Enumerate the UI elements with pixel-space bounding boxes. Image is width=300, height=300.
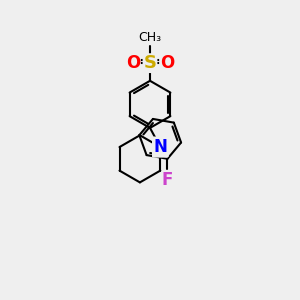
Text: S: S xyxy=(143,54,157,72)
Text: N: N xyxy=(153,138,167,156)
Text: N: N xyxy=(153,138,167,156)
Text: F: F xyxy=(162,171,173,189)
Text: CH₃: CH₃ xyxy=(138,31,162,44)
Text: O: O xyxy=(160,54,174,72)
Text: O: O xyxy=(126,54,140,72)
